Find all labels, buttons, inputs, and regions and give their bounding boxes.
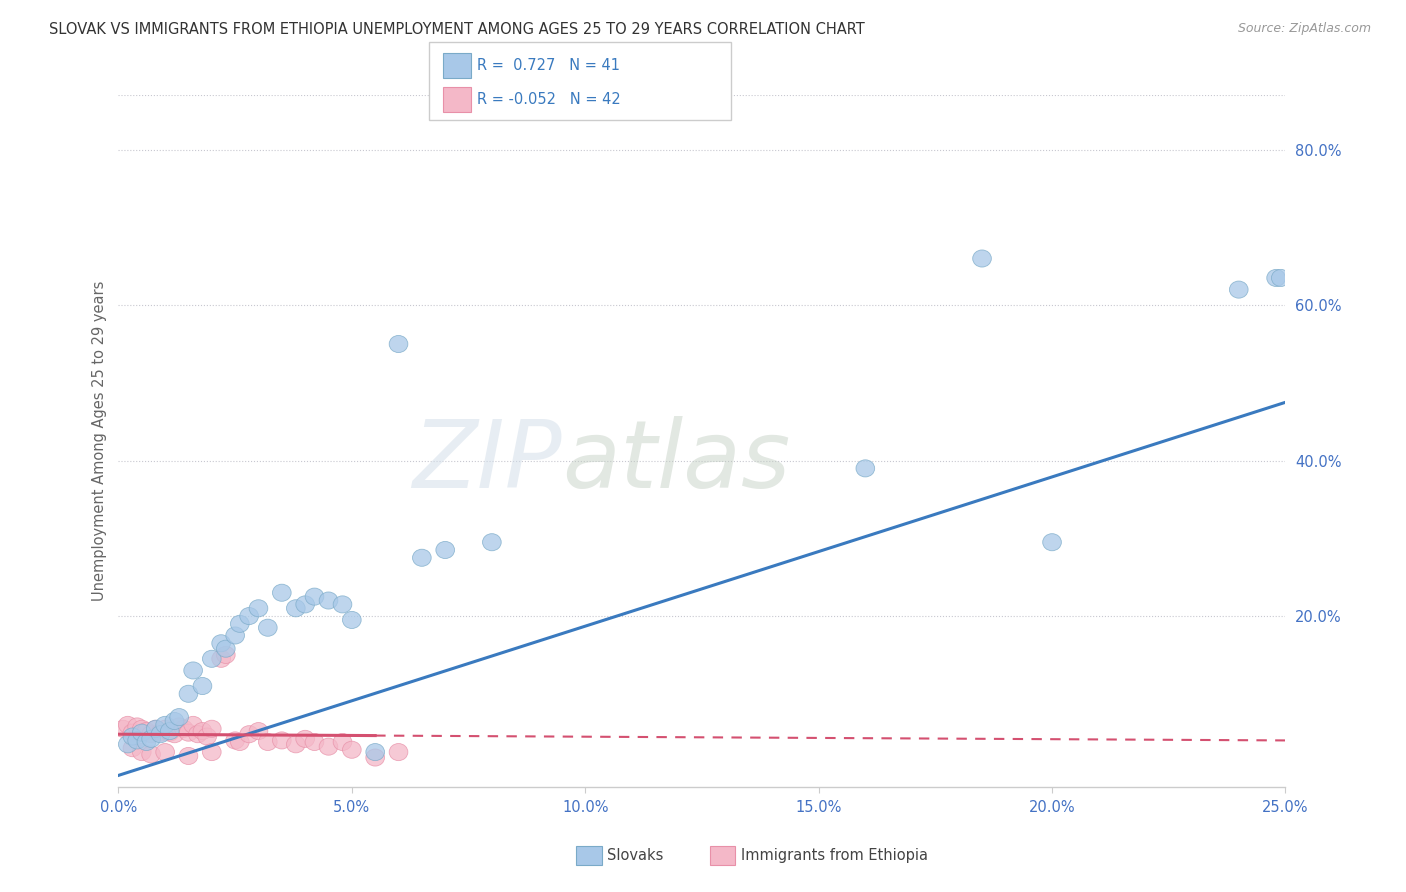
Text: R =  0.727   N = 41: R = 0.727 N = 41 [477, 58, 620, 72]
Ellipse shape [231, 615, 249, 632]
Ellipse shape [226, 731, 245, 749]
Ellipse shape [179, 685, 198, 702]
Ellipse shape [156, 716, 174, 733]
Ellipse shape [160, 724, 179, 741]
Ellipse shape [114, 720, 132, 738]
Ellipse shape [319, 738, 337, 756]
Ellipse shape [170, 718, 188, 735]
Ellipse shape [249, 723, 267, 739]
Ellipse shape [128, 731, 146, 749]
Ellipse shape [188, 726, 207, 743]
Ellipse shape [389, 335, 408, 352]
Text: ZIP: ZIP [412, 417, 562, 508]
Ellipse shape [142, 731, 160, 747]
Ellipse shape [212, 635, 231, 652]
Ellipse shape [273, 731, 291, 749]
Ellipse shape [259, 733, 277, 750]
Ellipse shape [179, 747, 198, 764]
Ellipse shape [333, 596, 352, 613]
Ellipse shape [142, 746, 160, 763]
Ellipse shape [273, 584, 291, 601]
Ellipse shape [973, 250, 991, 267]
Ellipse shape [202, 720, 221, 738]
Ellipse shape [249, 599, 267, 617]
Ellipse shape [295, 731, 315, 747]
Ellipse shape [179, 724, 198, 741]
Y-axis label: Unemployment Among Ages 25 to 29 years: Unemployment Among Ages 25 to 29 years [93, 281, 107, 601]
Ellipse shape [165, 713, 184, 730]
Ellipse shape [1267, 269, 1285, 286]
Ellipse shape [202, 744, 221, 761]
Ellipse shape [138, 723, 156, 739]
Ellipse shape [132, 724, 150, 741]
Ellipse shape [412, 549, 432, 566]
Ellipse shape [118, 736, 138, 753]
Ellipse shape [193, 677, 212, 695]
Ellipse shape [124, 724, 142, 741]
Ellipse shape [366, 744, 384, 761]
Text: Source: ZipAtlas.com: Source: ZipAtlas.com [1237, 22, 1371, 36]
Ellipse shape [366, 749, 384, 766]
Ellipse shape [240, 607, 259, 624]
Ellipse shape [226, 627, 245, 644]
Text: Slovaks: Slovaks [607, 848, 664, 863]
Ellipse shape [124, 728, 142, 745]
Ellipse shape [295, 596, 315, 613]
Ellipse shape [150, 724, 170, 741]
Ellipse shape [132, 744, 150, 761]
Ellipse shape [118, 716, 138, 733]
Ellipse shape [436, 541, 454, 558]
Ellipse shape [240, 726, 259, 743]
Ellipse shape [856, 459, 875, 477]
Ellipse shape [319, 592, 337, 609]
Text: atlas: atlas [562, 417, 790, 508]
Ellipse shape [305, 588, 323, 605]
Ellipse shape [217, 640, 235, 657]
Ellipse shape [160, 723, 179, 739]
Ellipse shape [333, 733, 352, 750]
Ellipse shape [343, 611, 361, 629]
Ellipse shape [184, 662, 202, 679]
Ellipse shape [389, 744, 408, 761]
Ellipse shape [142, 726, 160, 743]
Ellipse shape [146, 720, 165, 738]
Ellipse shape [217, 647, 235, 664]
Ellipse shape [165, 726, 184, 743]
Ellipse shape [482, 533, 501, 550]
Ellipse shape [124, 739, 142, 756]
Ellipse shape [128, 718, 146, 735]
Text: R = -0.052   N = 42: R = -0.052 N = 42 [477, 92, 620, 106]
Ellipse shape [146, 720, 165, 738]
Ellipse shape [212, 650, 231, 667]
Text: SLOVAK VS IMMIGRANTS FROM ETHIOPIA UNEMPLOYMENT AMONG AGES 25 TO 29 YEARS CORREL: SLOVAK VS IMMIGRANTS FROM ETHIOPIA UNEMP… [49, 22, 865, 37]
Ellipse shape [156, 744, 174, 761]
Ellipse shape [193, 723, 212, 739]
Ellipse shape [170, 708, 188, 726]
Ellipse shape [184, 716, 202, 733]
Ellipse shape [287, 599, 305, 617]
Ellipse shape [202, 650, 221, 667]
Ellipse shape [1271, 269, 1291, 286]
Ellipse shape [305, 733, 323, 750]
Ellipse shape [150, 726, 170, 743]
Text: Immigrants from Ethiopia: Immigrants from Ethiopia [741, 848, 928, 863]
Ellipse shape [198, 728, 217, 745]
Ellipse shape [259, 619, 277, 636]
Ellipse shape [132, 720, 150, 738]
Ellipse shape [231, 733, 249, 750]
Ellipse shape [156, 720, 174, 738]
Ellipse shape [287, 736, 305, 753]
Ellipse shape [343, 741, 361, 758]
Ellipse shape [1229, 281, 1249, 298]
Ellipse shape [138, 733, 156, 750]
Ellipse shape [174, 720, 193, 738]
Ellipse shape [1043, 533, 1062, 550]
